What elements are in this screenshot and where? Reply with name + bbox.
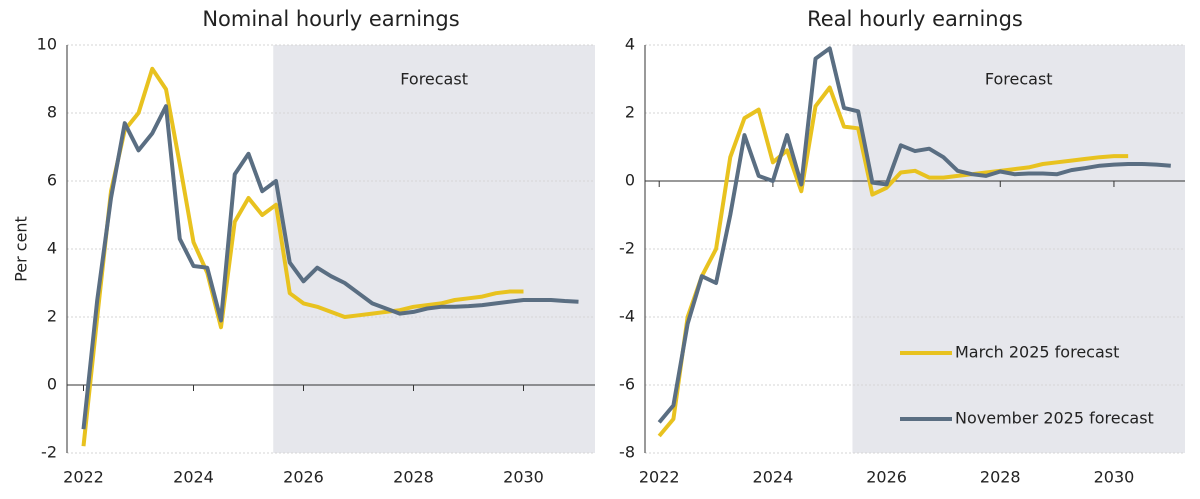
chart-title: Real hourly earnings	[807, 7, 1023, 31]
annotation: Forecast	[985, 70, 1053, 89]
series-line	[81, 104, 579, 430]
y-tick-label: 4	[47, 239, 57, 258]
y-tick-label: -6	[619, 375, 635, 394]
legend-label: March 2025 forecast	[955, 343, 1119, 362]
y-tick-label: 2	[625, 103, 635, 122]
chart-title: Nominal hourly earnings	[202, 7, 459, 31]
x-tick-label: 2026	[866, 468, 907, 487]
y-tick-label: -8	[619, 443, 635, 462]
x-tick-label: 2022	[639, 468, 680, 487]
annotation: Forecast	[400, 70, 468, 89]
x-tick-label: 2028	[980, 468, 1021, 487]
y-tick-label: -2	[619, 239, 635, 258]
x-tick-label: 2024	[753, 468, 794, 487]
series-line	[657, 46, 1171, 424]
y-tick-label: 0	[625, 171, 635, 190]
x-tick-label: 2024	[173, 468, 214, 487]
y-tick-label: 6	[47, 171, 57, 190]
y-tick-label: 2	[47, 307, 57, 326]
y-tick-label: 0	[47, 375, 57, 394]
y-tick-label: -4	[619, 307, 635, 326]
x-tick-label: 2030	[503, 468, 544, 487]
series-line	[657, 85, 1129, 438]
x-tick-label: 2030	[1094, 468, 1135, 487]
x-tick-label: 2022	[63, 468, 104, 487]
forecast-shade	[273, 45, 595, 453]
series-line	[81, 66, 524, 447]
x-tick-label: 2028	[393, 468, 434, 487]
legend-label: November 2025 forecast	[955, 409, 1154, 428]
y-axis-label: Per cent	[12, 216, 31, 282]
y-tick-label: 4	[625, 35, 635, 54]
y-tick-label: -2	[41, 443, 57, 462]
x-tick-label: 2026	[283, 468, 324, 487]
y-tick-label: 8	[47, 103, 57, 122]
y-tick-label: 10	[37, 35, 57, 54]
